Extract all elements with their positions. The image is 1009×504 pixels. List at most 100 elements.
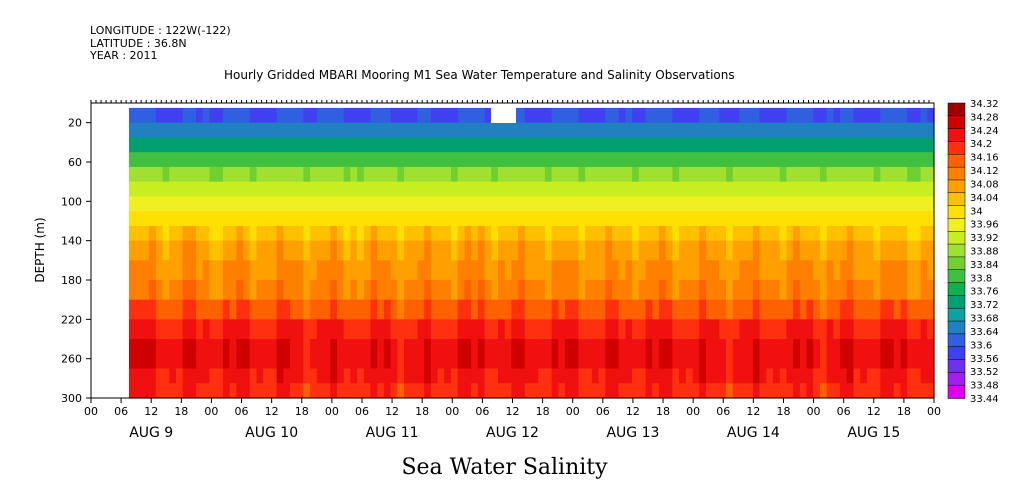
heatmap-cell	[377, 211, 385, 227]
heatmap-cell	[585, 152, 593, 168]
heatmap-cell	[477, 122, 486, 139]
heatmap-cell	[779, 240, 788, 261]
heatmap-cell	[518, 260, 526, 281]
heatmap-cell	[799, 240, 808, 261]
heatmap-cell	[766, 152, 774, 168]
heatmap-cell	[336, 240, 345, 261]
heatmap-cell	[424, 211, 432, 227]
heatmap-cell	[719, 260, 727, 281]
heatmap-cell	[759, 339, 767, 355]
heatmap-cell	[578, 260, 586, 281]
heatmap-cell	[746, 211, 754, 227]
heatmap-cell	[920, 181, 928, 198]
heatmap-cell	[585, 122, 593, 139]
heatmap-cell	[813, 299, 821, 320]
heatmap-cell	[591, 107, 600, 124]
heatmap-cell	[927, 225, 935, 242]
heatmap-cell	[343, 368, 351, 384]
heatmap-cell	[464, 260, 472, 281]
heatmap-cell	[712, 137, 720, 153]
heatmap-cell	[477, 260, 486, 281]
heatmap-cell	[531, 225, 539, 242]
heatmap-cell	[202, 107, 211, 124]
heatmap-cell	[793, 240, 801, 261]
heatmap-cell	[846, 240, 855, 261]
heatmap-cell	[699, 319, 707, 340]
heatmap-cell	[739, 383, 747, 399]
heatmap-cell	[591, 137, 600, 153]
heatmap-cell	[370, 368, 378, 384]
heatmap-cell	[732, 152, 741, 168]
heatmap-cell	[900, 353, 908, 370]
heatmap-cell	[236, 137, 244, 153]
heatmap-cell	[585, 383, 593, 399]
heatmap-cell	[779, 260, 788, 281]
heatmap-cell	[222, 260, 231, 281]
heatmap-cell	[833, 260, 841, 281]
heatmap-cell	[927, 260, 935, 281]
heatmap-cell	[531, 196, 539, 212]
heatmap-cell	[665, 122, 673, 139]
heatmap-cell	[256, 211, 264, 227]
heatmap-cell	[544, 225, 553, 242]
heatmap-cell	[323, 181, 331, 198]
heatmap-cell	[504, 339, 512, 355]
heatmap-cell	[370, 196, 378, 212]
heatmap-cell	[216, 319, 224, 340]
heatmap-cell	[880, 383, 888, 399]
heatmap-cell	[571, 368, 580, 384]
heatmap-cell	[484, 368, 492, 384]
heatmap-cell	[645, 196, 653, 212]
heatmap-cell	[618, 383, 627, 399]
heatmap-cell	[699, 299, 707, 320]
heatmap-cell	[860, 339, 868, 355]
heatmap-cell	[913, 339, 922, 355]
heatmap-cell	[813, 137, 821, 153]
heatmap-cell	[202, 211, 211, 227]
x-tick-label: 00	[807, 405, 821, 418]
heatmap-cell	[404, 319, 412, 340]
heatmap-cell	[833, 137, 841, 153]
heatmap-cell	[612, 383, 620, 399]
heatmap-cell	[840, 240, 848, 261]
heatmap-cell	[672, 299, 680, 320]
heatmap-cell	[531, 240, 539, 261]
heatmap-cell	[638, 107, 647, 124]
heatmap-cell	[336, 280, 345, 301]
heatmap-cell	[229, 152, 237, 168]
heatmap-cell	[343, 260, 351, 281]
heatmap-cell	[236, 152, 244, 168]
heatmap-cell	[672, 280, 680, 301]
heatmap-cell	[504, 260, 512, 281]
heatmap-cell	[518, 137, 526, 153]
heatmap-cell	[645, 181, 653, 198]
heatmap-cell	[316, 196, 325, 212]
heatmap-cell	[256, 122, 264, 139]
colorbar-swatch	[947, 346, 966, 361]
heatmap-cell	[497, 339, 506, 355]
heatmap-cell	[866, 181, 875, 198]
heatmap-cell	[471, 137, 479, 153]
heatmap-cell	[404, 181, 412, 198]
heatmap-cell	[390, 107, 398, 124]
heatmap-cell	[451, 107, 459, 124]
heatmap-cell	[202, 339, 211, 355]
heatmap-cell	[243, 319, 251, 340]
heatmap-cell	[511, 383, 519, 399]
heatmap-cell	[175, 107, 184, 124]
heatmap-cell	[216, 280, 224, 301]
heatmap-cell	[679, 299, 687, 320]
heatmap-cell	[880, 280, 888, 301]
heatmap-cell	[430, 152, 439, 168]
heatmap-cell	[363, 225, 372, 242]
heatmap-cell	[658, 137, 667, 153]
heatmap-cell	[343, 181, 351, 198]
heatmap-cell	[652, 240, 660, 261]
heatmap-cell	[383, 181, 392, 198]
heatmap-cell	[853, 166, 861, 183]
heatmap-cell	[464, 166, 472, 183]
heatmap-cell	[672, 196, 680, 212]
heatmap-cell	[350, 152, 358, 168]
heatmap-cell	[612, 166, 620, 183]
heatmap-cell	[169, 383, 177, 399]
